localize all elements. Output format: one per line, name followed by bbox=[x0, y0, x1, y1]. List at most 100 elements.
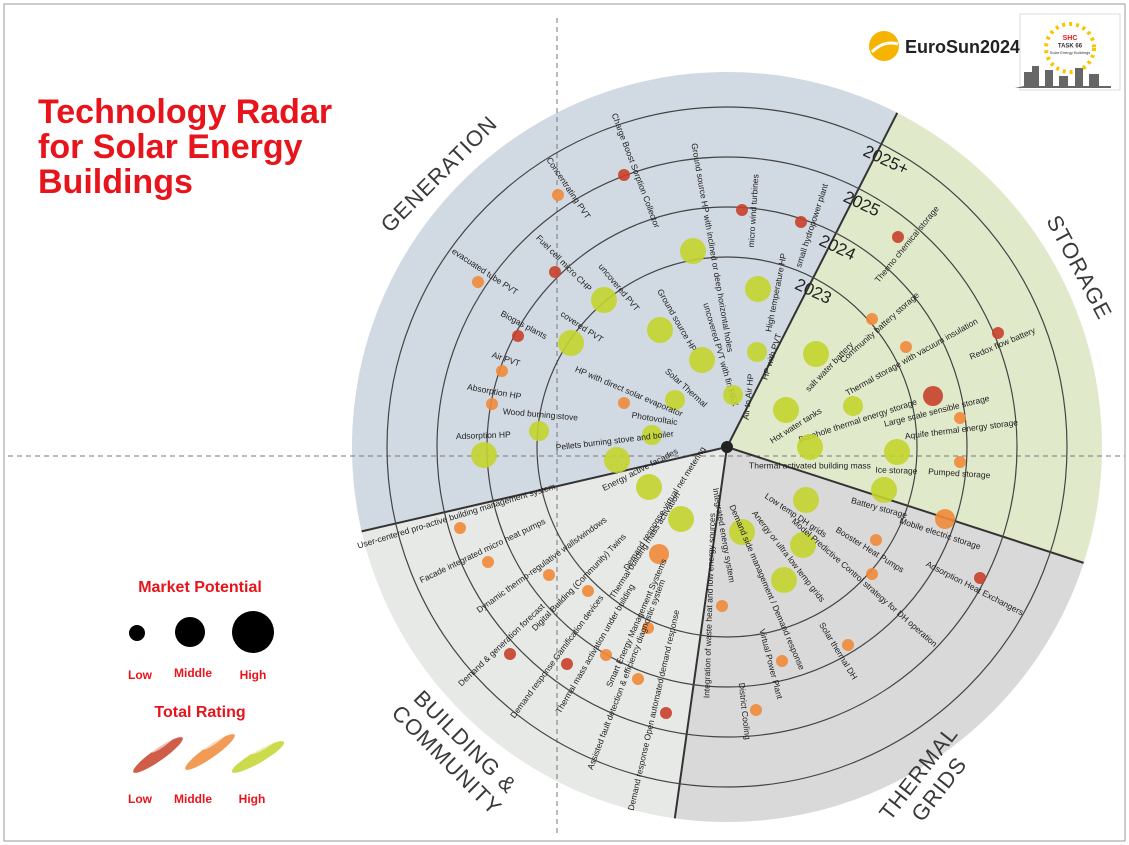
technology-bubble bbox=[923, 386, 943, 406]
technology-bubble bbox=[558, 330, 584, 356]
technology-bubble bbox=[866, 313, 878, 325]
sector-area bbox=[672, 447, 1102, 822]
technology-bubble bbox=[642, 622, 654, 634]
sector-area bbox=[352, 72, 907, 536]
technology-bubble bbox=[723, 385, 743, 405]
rating-swatch bbox=[133, 737, 183, 773]
badge-text: SHC bbox=[1063, 35, 1078, 42]
technology-bubble bbox=[647, 317, 673, 343]
technology-bubble bbox=[582, 585, 594, 597]
technology-bubble bbox=[803, 341, 829, 367]
technology-bubble bbox=[776, 655, 788, 667]
technology-bubble bbox=[496, 365, 508, 377]
technology-bubble bbox=[974, 572, 986, 584]
sector-boundary bbox=[673, 446, 728, 819]
technology-bubble bbox=[660, 707, 672, 719]
technology-bubble bbox=[992, 327, 1004, 339]
center bbox=[721, 441, 733, 453]
technology-bubble bbox=[750, 704, 762, 716]
rating-swatch bbox=[185, 734, 235, 770]
technology-bubble bbox=[618, 169, 630, 181]
technology-bubble bbox=[900, 341, 912, 353]
technology-bubble bbox=[471, 442, 497, 468]
technology-bubble bbox=[795, 216, 807, 228]
technology-bubble bbox=[504, 648, 516, 660]
technology-bubble bbox=[680, 238, 706, 264]
ring bbox=[386, 106, 1068, 788]
technology-bubble bbox=[642, 425, 662, 445]
technology-bubble bbox=[636, 474, 662, 500]
technology-bubble bbox=[591, 287, 617, 313]
technology-bubble bbox=[797, 434, 823, 460]
badge-text: Solar Energy Buildings bbox=[1050, 50, 1090, 55]
technology-bubble bbox=[604, 447, 630, 473]
rating-swatch-highlight bbox=[251, 739, 276, 755]
technology-bubble bbox=[689, 347, 715, 373]
technology-bubble bbox=[773, 397, 799, 423]
technology-bubble bbox=[736, 204, 748, 216]
rating-swatch bbox=[231, 741, 285, 773]
technology-bubble bbox=[866, 568, 878, 580]
logo: EuroSun2024 SHC TASK 66 Solar Energy Bui… bbox=[869, 13, 1121, 91]
logo-sun bbox=[869, 31, 899, 61]
size-swatch bbox=[232, 611, 274, 653]
technology-bubble bbox=[892, 231, 904, 243]
badge-sun bbox=[1044, 22, 1096, 74]
title: Technology Radar for Solar Energy Buildi… bbox=[38, 93, 333, 201]
technology-bubble bbox=[716, 600, 728, 612]
badge-text: TASK 66 bbox=[1058, 44, 1083, 50]
technology-bubble bbox=[472, 276, 484, 288]
legend-label: High bbox=[240, 668, 267, 682]
legend-title: Total Rating bbox=[154, 704, 245, 721]
technology-bubble bbox=[482, 556, 494, 568]
sector-boundary bbox=[361, 446, 728, 533]
technology-bubble bbox=[665, 390, 685, 410]
technology-bubble bbox=[649, 544, 669, 564]
sector-boundary bbox=[726, 446, 1084, 564]
technology-bubble bbox=[552, 189, 564, 201]
technology-bubble bbox=[729, 519, 755, 545]
technology-bubble bbox=[529, 421, 549, 441]
legend-label: Low bbox=[128, 668, 153, 682]
technology-bubble bbox=[843, 396, 863, 416]
ring bbox=[536, 256, 918, 638]
technology-bubble bbox=[935, 509, 955, 529]
technology-bubble bbox=[871, 477, 897, 503]
technology-bubble bbox=[954, 456, 966, 468]
technology-bubble bbox=[600, 649, 612, 661]
sector-area bbox=[352, 447, 727, 822]
technology-bubble bbox=[618, 397, 630, 409]
technology-bubble bbox=[512, 330, 524, 342]
legend-label: Low bbox=[128, 792, 153, 806]
legend-label: Middle bbox=[174, 666, 212, 680]
logo-swoosh bbox=[870, 41, 899, 54]
badge-skyline bbox=[1015, 66, 1111, 88]
technology-bubble bbox=[747, 342, 767, 362]
technology-bubble bbox=[884, 439, 910, 465]
legend-title: Market Potential bbox=[138, 579, 262, 596]
legend: Market Potential Low Middle High Total R… bbox=[128, 579, 285, 806]
technology-bubble bbox=[549, 266, 561, 278]
technology-label: Ice storage bbox=[875, 465, 918, 476]
technology-bubble bbox=[561, 658, 573, 670]
technology-bubble bbox=[543, 569, 555, 581]
technology-label: Pumped storage bbox=[928, 466, 991, 480]
technology-bubble bbox=[745, 276, 771, 302]
technology-bubble bbox=[771, 567, 797, 593]
logo-brand: EuroSun2024 bbox=[905, 37, 1020, 57]
legend-label: Middle bbox=[174, 792, 212, 806]
rating-swatches bbox=[133, 733, 285, 773]
technology-label: Adsorption HP bbox=[456, 429, 511, 441]
technology-bubble bbox=[668, 506, 694, 532]
technology-bubble bbox=[486, 398, 498, 410]
technology-bubble bbox=[793, 487, 819, 513]
technology-label: Thermal activated building mass bbox=[749, 460, 871, 470]
ring bbox=[436, 156, 1018, 738]
page-border bbox=[3, 3, 1126, 842]
technology-bubble bbox=[790, 532, 816, 558]
technology-bubble bbox=[842, 639, 854, 651]
rating-swatch-highlight bbox=[151, 736, 175, 753]
size-swatch bbox=[175, 617, 205, 647]
